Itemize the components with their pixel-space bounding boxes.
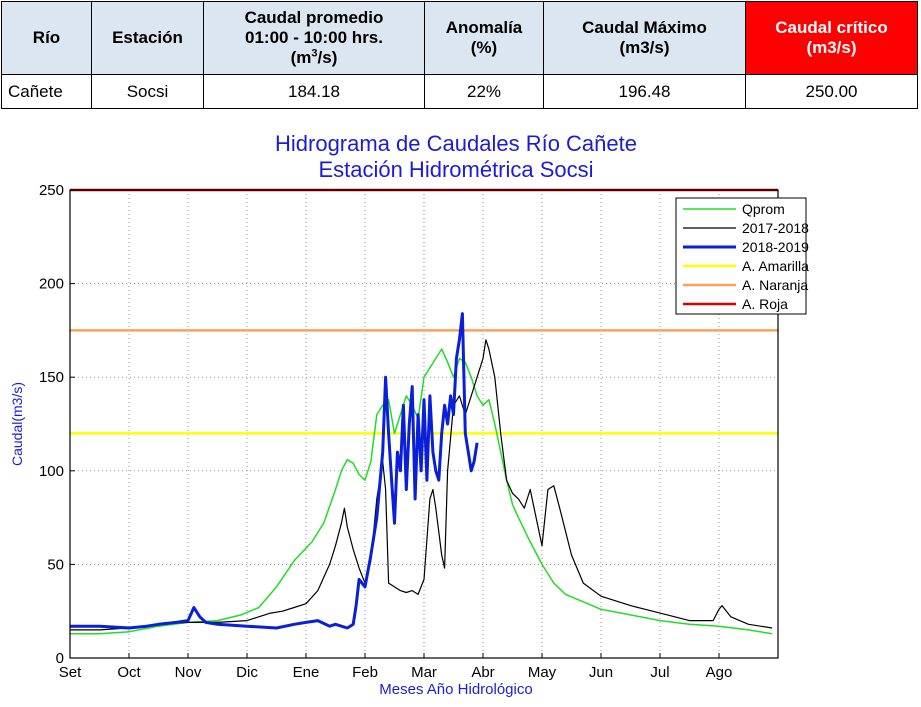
- header-caudal-promedio-unit: (m3/s): [206, 48, 422, 68]
- cell-anomalia: 22%: [424, 74, 544, 109]
- series-lines: [70, 312, 773, 635]
- x-axis-label: Meses Año Hidrológico: [379, 681, 532, 698]
- legend-label: Qprom: [742, 201, 785, 217]
- cell-caudal-promedio: 184.18: [203, 74, 425, 109]
- header-caudal-promedio: Caudal promedio 01:00 - 10:00 hrs. (m3/s…: [203, 1, 425, 75]
- legend: Qprom 2017-2018 2018-2019 A. Amarilla A. Nar…: [675, 197, 809, 315]
- unit-pre: (m: [290, 48, 312, 67]
- x-tick-label: Ago: [706, 664, 733, 681]
- chart-title-line1: Hidrograma de Caudales Río Cañete: [275, 131, 637, 156]
- y-tick-label: 150: [39, 369, 64, 386]
- series-line: [70, 312, 479, 630]
- x-tick-labels: Set Oct Nov Dic Ene Feb Mar Abr May Jun Jul Ago: [59, 653, 733, 681]
- legend-label: A. Naranja: [742, 277, 808, 293]
- x-tick-label: Mar: [411, 664, 437, 681]
- cell-caudal-maximo: 196.48: [543, 74, 746, 109]
- x-tick-label: Nov: [175, 664, 202, 681]
- header-estacion: Estación: [91, 1, 204, 75]
- header-anomalia-line2: (%): [470, 38, 498, 57]
- header-anomalia-line1: Anomalía: [445, 18, 523, 37]
- legend-label: A. Amarilla: [742, 258, 809, 274]
- header-caudal-promedio-line2: 01:00 - 10:00 hrs.: [245, 28, 383, 47]
- summary-table: Río Estación Caudal promedio 01:00 - 10:…: [1, 1, 918, 109]
- header-caudal-maximo: Caudal Máximo (m3/s): [543, 1, 746, 75]
- legend-label: 2018-2019: [742, 239, 809, 255]
- x-tick-label: Dic: [236, 664, 258, 681]
- x-tick-label: May: [528, 664, 557, 681]
- header-caudal-critico-line2: (m3/s): [806, 38, 857, 57]
- x-tick-label: Abr: [471, 664, 494, 681]
- header-caudal-critico: Caudal crítico (m3/s): [745, 1, 918, 75]
- cell-rio: Cañete: [1, 74, 92, 109]
- y-axis-label: Caudal(m3/s): [9, 382, 25, 466]
- header-caudal-maximo-line1: Caudal Máximo: [582, 18, 707, 37]
- table-row: Cañete Socsi 184.18 22% 196.48 250.00: [1, 74, 918, 109]
- header-rio: Río: [1, 1, 92, 75]
- x-tick-label: Set: [59, 664, 82, 681]
- y-tick-label: 100: [39, 463, 64, 480]
- y-tick-labels: 0 50 100 150 200 250: [39, 182, 75, 667]
- table-header-row: Río Estación Caudal promedio 01:00 - 10:…: [1, 1, 918, 75]
- y-tick-label: 0: [56, 650, 64, 667]
- legend-label: A. Roja: [742, 296, 788, 312]
- header-caudal-promedio-line1: Caudal promedio: [244, 8, 384, 27]
- x-tick-label: Jun: [589, 664, 613, 681]
- legend-label: 2017-2018: [742, 220, 809, 236]
- hydrograph-chart: Hidrograma de Caudales Río Cañete Estaci…: [9, 131, 809, 698]
- header-anomalia: Anomalía (%): [424, 1, 544, 75]
- x-tick-label: Feb: [352, 664, 378, 681]
- legend-box: [675, 197, 807, 315]
- series-line: [70, 348, 773, 635]
- y-tick-label: 200: [39, 276, 64, 293]
- x-tick-label: Ene: [293, 664, 320, 681]
- header-caudal-critico-line1: Caudal crítico: [775, 18, 888, 37]
- y-tick-label: 250: [39, 182, 64, 199]
- x-tick-label: Jul: [650, 664, 669, 681]
- series-line: [70, 339, 773, 631]
- unit-sup: 3: [311, 47, 318, 60]
- x-tick-label: Oct: [117, 664, 141, 681]
- y-tick-label: 50: [47, 556, 64, 573]
- cell-estacion: Socsi: [91, 74, 204, 109]
- unit-post: /s): [317, 48, 338, 67]
- cell-caudal-critico: 250.00: [745, 74, 918, 109]
- header-caudal-maximo-line2: (m3/s): [619, 38, 670, 57]
- chart-title-line2: Estación Hidrométrica Socsi: [318, 157, 593, 182]
